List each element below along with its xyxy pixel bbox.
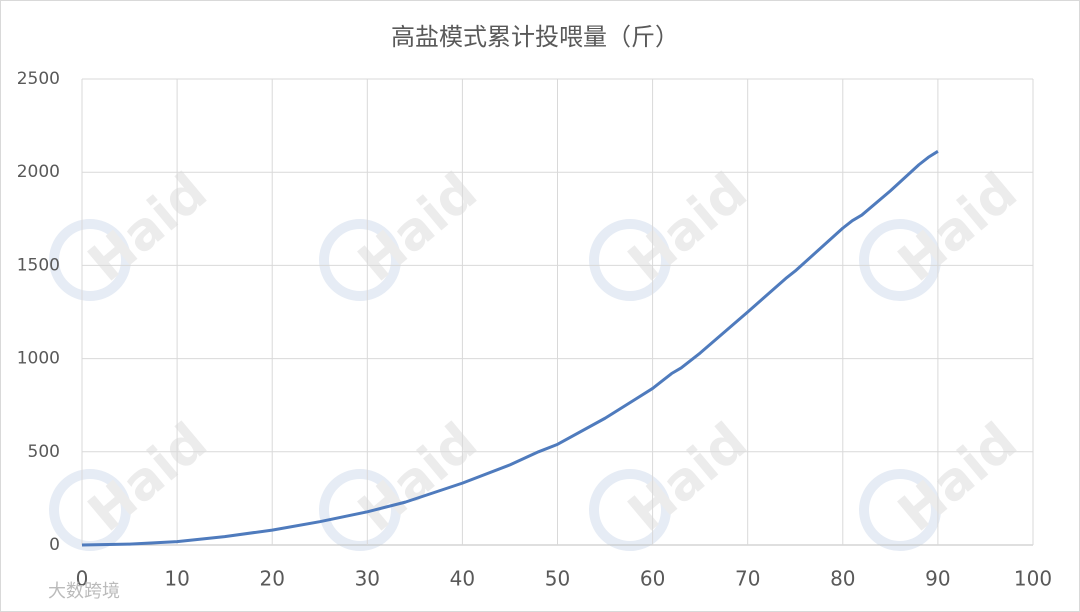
x-tick-label: 80 <box>830 567 855 591</box>
x-tick-label: 70 <box>735 567 760 591</box>
chart-title: 高盐模式累计投喂量（斤） <box>391 23 679 51</box>
x-tick-label: 100 <box>1014 567 1052 591</box>
watermark-logo <box>319 469 401 551</box>
y-tick-label: 2000 <box>17 162 60 182</box>
grid: 0 500 1000 1500 2000 2500 0 10 20 30 40 50 60 70 80 90 1… <box>17 69 1052 591</box>
watermark-logo <box>859 469 941 551</box>
watermark-logo <box>589 469 671 551</box>
y-tick-label: 2500 <box>17 69 60 89</box>
y-tick-label: 0 <box>49 535 60 555</box>
x-tick-label: 30 <box>355 567 380 591</box>
y-tick-label: 500 <box>28 442 60 462</box>
watermark-logo <box>859 219 941 301</box>
x-tick-label: 90 <box>925 567 950 591</box>
y-tick-label: 1000 <box>17 349 60 369</box>
watermark-logo <box>319 219 401 301</box>
x-tick-label: 20 <box>259 567 284 591</box>
x-tick-label: 40 <box>450 567 475 591</box>
x-tick-label: 60 <box>640 567 665 591</box>
source-watermark: 大数跨境 <box>48 581 120 602</box>
x-tick-label: 50 <box>545 567 570 591</box>
watermark-logo <box>49 219 131 301</box>
x-tick-label: 10 <box>164 567 189 591</box>
watermark-logo <box>589 219 671 301</box>
y-tick-label: 1500 <box>17 255 60 275</box>
plot <box>81 150 939 547</box>
x-tick-label: 0 <box>76 567 89 591</box>
data-line <box>81 150 939 547</box>
